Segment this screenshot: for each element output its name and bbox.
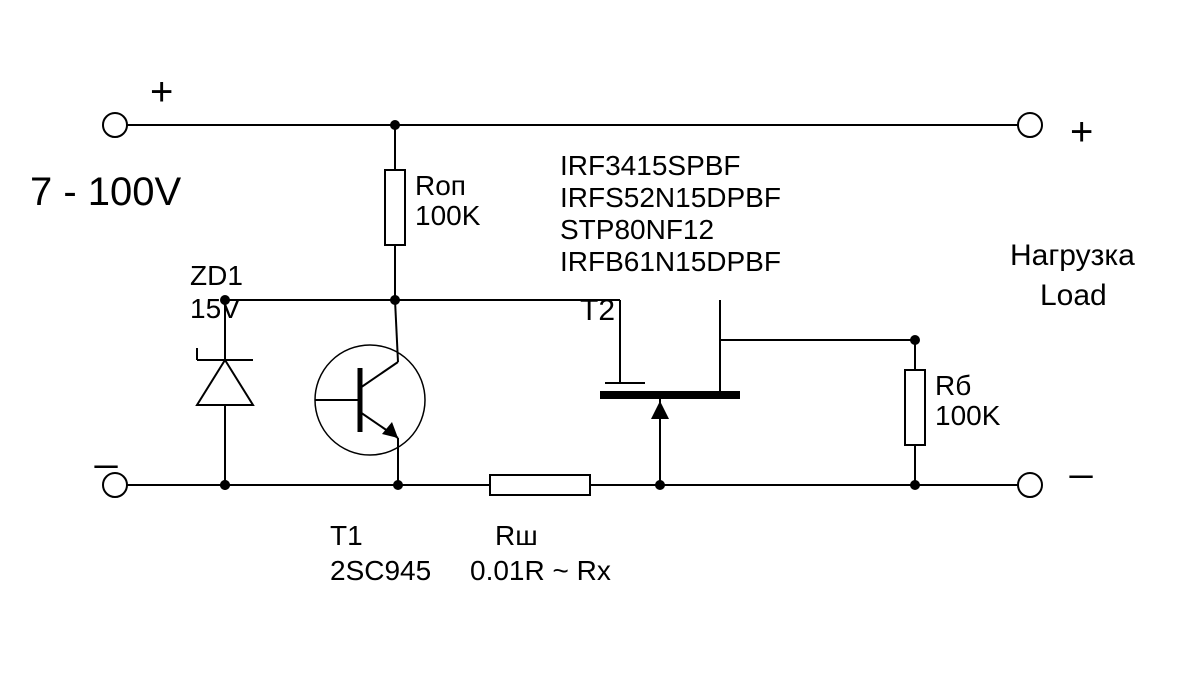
svg-text:Rб: Rб xyxy=(935,370,971,401)
svg-text:+: + xyxy=(1070,110,1093,154)
svg-text:Нагрузка: Нагрузка xyxy=(1010,239,1135,272)
svg-text:15V: 15V xyxy=(190,293,240,324)
svg-text:Rш: Rш xyxy=(495,520,538,551)
svg-text:IRFS52N15DPBF: IRFS52N15DPBF xyxy=(560,182,781,213)
svg-text:STP80NF12: STP80NF12 xyxy=(560,214,714,245)
svg-text:_: _ xyxy=(1069,435,1093,479)
svg-text:T1: T1 xyxy=(330,520,363,551)
svg-text:T2: T2 xyxy=(580,294,615,327)
svg-text:0.01R ~ Rx: 0.01R ~ Rx xyxy=(470,555,611,586)
svg-text:100K: 100K xyxy=(935,400,1001,431)
svg-text:IRF3415SPBF: IRF3415SPBF xyxy=(560,150,741,181)
svg-text:IRFB61N15DPBF: IRFB61N15DPBF xyxy=(560,246,781,277)
circuit-schematic: Rоп100KZD115VT12SC945Rб100KT2IRF3415SPBF… xyxy=(0,0,1200,675)
svg-text:Load: Load xyxy=(1040,279,1107,312)
svg-text:Rоп: Rоп xyxy=(415,170,466,201)
svg-text:+: + xyxy=(150,70,173,114)
svg-text:100K: 100K xyxy=(415,200,481,231)
svg-text:2SC945: 2SC945 xyxy=(330,555,431,586)
svg-text:_: _ xyxy=(94,425,118,469)
svg-text:7 - 100V: 7 - 100V xyxy=(30,170,182,214)
svg-text:ZD1: ZD1 xyxy=(190,260,243,291)
